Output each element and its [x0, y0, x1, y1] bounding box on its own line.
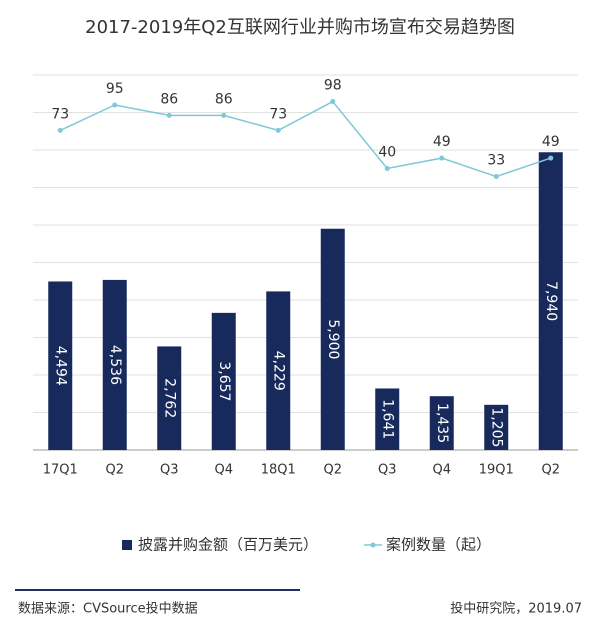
line-point: [166, 112, 172, 118]
line-point: [221, 112, 227, 118]
footer-credit: 投中研究院，2019.07: [450, 601, 582, 617]
line-value-label: 86: [160, 91, 178, 107]
legend-swatch: [122, 540, 132, 550]
bar-value-label: 3,657: [216, 361, 232, 401]
line-value-label: 86: [215, 91, 233, 107]
bar-value-label: 1,435: [434, 403, 450, 443]
bar-value-label: 5,900: [325, 319, 341, 359]
x-tick-label: 17Q1: [43, 463, 78, 478]
bar: [157, 346, 182, 450]
bar-value-label: 2,762: [161, 378, 177, 418]
bar-value-label: 4,494: [52, 346, 68, 386]
footer-source: 数据来源：CVSource投中数据: [18, 601, 198, 617]
line: [59, 100, 551, 178]
line-point: [57, 127, 63, 133]
bar: [211, 312, 236, 450]
legend-label: 披露并购金额（百万美元）: [138, 536, 318, 554]
x-tick-label: Q4: [432, 463, 451, 478]
bar-value-label: 4,229: [270, 351, 286, 391]
line-value-label: 95: [106, 81, 124, 97]
bar: [320, 228, 345, 450]
line-value-label: 49: [542, 134, 560, 150]
line-point: [330, 99, 336, 105]
line-point: [548, 155, 554, 161]
line-value-label: 73: [51, 106, 69, 122]
x-tick-label: Q2: [323, 463, 342, 478]
legend-label: 案例数量（起）: [386, 536, 491, 554]
bar: [484, 404, 509, 450]
line-point: [384, 165, 390, 171]
x-tick-label: Q3: [378, 463, 397, 478]
line-point: [275, 127, 281, 133]
legend-swatch: [370, 542, 376, 548]
bar-value-label: 1,641: [379, 399, 395, 439]
x-tick-label: Q4: [214, 463, 233, 478]
bar: [538, 152, 563, 450]
chart-title: 2017-2019年Q2互联网行业并购市场宣布交易趋势图: [85, 17, 515, 38]
x-tick-label: Q3: [160, 463, 179, 478]
line-value-label: 49: [433, 134, 451, 150]
line-value-label: 73: [269, 106, 287, 122]
x-tick-label: 19Q1: [479, 463, 514, 478]
bar: [102, 279, 127, 450]
x-tick-label: Q2: [105, 463, 124, 478]
bar-value-label: 1,205: [488, 407, 504, 447]
bar-value-label: 7,940: [543, 281, 559, 321]
bar: [375, 388, 400, 450]
bar: [48, 281, 73, 450]
line-point: [493, 174, 499, 180]
line-point: [439, 155, 445, 161]
line-value-label: 98: [324, 78, 342, 94]
line-point: [112, 102, 118, 108]
bar: [266, 291, 291, 450]
x-tick-label: 18Q1: [261, 463, 296, 478]
line-value-label: 33: [487, 153, 505, 169]
bar-value-label: 4,536: [107, 345, 123, 385]
line-value-label: 40: [378, 144, 396, 160]
bar: [429, 396, 454, 450]
x-tick-label: Q2: [541, 463, 560, 478]
